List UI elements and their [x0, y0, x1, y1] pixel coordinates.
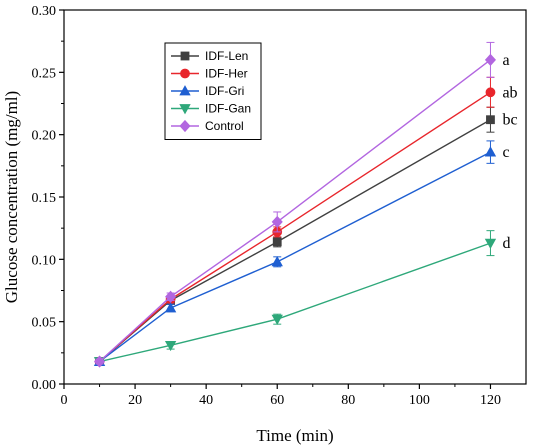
x-tick-label-2: 40 — [199, 393, 213, 408]
significance-label-Control: a — [502, 52, 509, 69]
legend-marker-IDF-Gri — [179, 85, 191, 96]
legend-item-IDF-Len: IDF-Len — [171, 49, 248, 63]
legend: IDF-Len IDF-Her IDF-Gri IDF-Gan Control — [164, 42, 262, 140]
significance-label-IDF-Gan: d — [502, 235, 510, 252]
legend-marker-IDF-Len — [180, 51, 190, 61]
data-point-Control-0 — [93, 355, 106, 368]
data-point-IDF-Gan-1 — [164, 340, 177, 352]
y-tick-label-5: 0.25 — [32, 66, 57, 81]
y-tick-label-6: 0.30 — [32, 4, 57, 19]
legend-item-IDF-Gan: IDF-Gan — [171, 102, 251, 116]
data-point-IDF-Gri-3 — [484, 146, 497, 157]
y-tick-label-2: 0.10 — [32, 253, 57, 268]
data-point-Control-3 — [484, 53, 497, 66]
series-line-IDF-Gri — [99, 151, 491, 363]
y-tick-label-1: 0.05 — [32, 316, 57, 331]
legend-label-Control: Control — [205, 119, 244, 133]
x-tick-label-5: 100 — [409, 393, 430, 408]
series-line-Control — [99, 59, 491, 363]
x-tick-label-3: 60 — [270, 393, 284, 408]
data-point-Control-1 — [165, 290, 177, 303]
data-point-IDF-Len-3 — [486, 115, 495, 125]
data-point-IDF-Gri-1 — [164, 302, 177, 313]
x-tick-label-4: 80 — [341, 393, 355, 408]
data-point-IDF-Gri-2 — [271, 256, 283, 267]
legend-item-IDF-Gri: IDF-Gri — [171, 84, 244, 98]
x-tick-label-1: 20 — [128, 393, 142, 408]
data-point-IDF-Her-3 — [485, 87, 496, 98]
legend-marker-IDF-Gan — [179, 104, 191, 115]
legend-item-IDF-Her: IDF-Her — [171, 67, 248, 81]
legend-item-Control: Control — [171, 119, 244, 133]
legend-marker-Control — [179, 119, 191, 133]
data-point-IDF-Gan-2 — [271, 314, 283, 325]
significance-label-IDF-Her: ab — [502, 84, 517, 101]
plot-frame — [63, 9, 527, 385]
series-IDF-Gan: d — [93, 230, 510, 368]
significance-label-IDF-Gri: c — [502, 144, 509, 161]
series-IDF-Her: ab — [94, 76, 518, 367]
series-IDF-Gri: c — [93, 140, 510, 366]
legend-label-IDF-Len: IDF-Len — [205, 49, 248, 63]
data-point-Control-2 — [271, 215, 283, 229]
series-line-IDF-Her — [99, 91, 491, 363]
data-point-IDF-Gan-3 — [484, 238, 497, 249]
legend-marker-IDF-Her — [180, 68, 190, 79]
x-axis-title: Time (min) — [256, 426, 333, 445]
plot-area: bc ab c d a — [93, 41, 518, 368]
y-tick-label-0: 0.00 — [32, 378, 57, 393]
y-tick-label-4: 0.20 — [32, 129, 57, 144]
y-tick-label-3: 0.15 — [32, 191, 57, 206]
series-Control: a — [93, 41, 510, 368]
x-tick-label-0: 0 — [61, 393, 68, 408]
legend-label-IDF-Gri: IDF-Gri — [205, 84, 244, 98]
series-line-IDF-Gan — [99, 242, 491, 363]
y-axis-title: Glucose concentration (mg/ml) — [2, 91, 21, 303]
legend-label-IDF-Gan: IDF-Gan — [205, 102, 251, 116]
series-IDF-Len: bc — [95, 106, 518, 366]
series-line-IDF-Len — [99, 119, 491, 363]
legend-label-IDF-Her: IDF-Her — [205, 67, 248, 81]
significance-label-IDF-Len: bc — [502, 112, 517, 129]
x-tick-label-6: 120 — [480, 393, 501, 408]
data-point-IDF-Len-2 — [272, 237, 282, 247]
axes: Time (min) Glucose concentration (mg/ml)… — [2, 4, 527, 445]
